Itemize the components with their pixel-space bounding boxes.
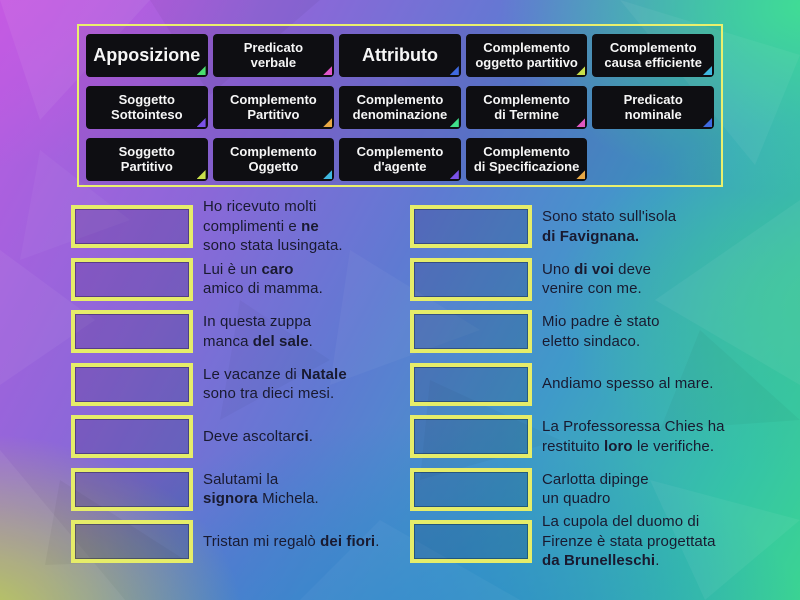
drag-corner-icon: [449, 170, 459, 179]
answer-slot[interactable]: [410, 467, 532, 511]
tile-label: Complemento oggetto partitivo: [475, 39, 578, 70]
match-row: Mio padre è stato eletto sindaco.: [410, 310, 725, 353]
tile[interactable]: Apposizione: [86, 34, 208, 77]
tile[interactable]: Soggetto Sottointeso: [86, 86, 208, 129]
tile[interactable]: Soggetto Partitivo: [86, 138, 208, 181]
match-text: Carlotta dipinge un quadro: [542, 470, 649, 508]
match-text: Le vacanze di Natale sono tra dieci mesi.: [203, 365, 347, 403]
match-row: Ho ricevuto molti complimenti e ne sono st…: [71, 198, 379, 254]
answer-slot[interactable]: [410, 310, 532, 353]
drag-corner-icon: [323, 170, 333, 179]
answer-slot[interactable]: [71, 467, 193, 511]
drag-corner-icon: [196, 118, 206, 127]
answer-slot[interactable]: [410, 520, 532, 563]
answer-slot[interactable]: [71, 362, 193, 406]
tile-label: Apposizione: [93, 45, 201, 66]
match-row: Tristan mi regalò dei fiori.: [71, 520, 379, 563]
match-text: Deve ascoltarci.: [203, 427, 314, 445]
match-text: Uno di voi deve venire con me.: [542, 260, 652, 298]
answer-slot[interactable]: [71, 257, 193, 301]
match-column-left: Ho ricevuto molti complimenti e ne sono st…: [71, 198, 379, 573]
match-text: La cupola del duomo di Firenze è stata pr…: [542, 513, 716, 570]
match-text: Andiamo spesso al mare.: [542, 375, 714, 393]
match-text: La Professoressa Chies ha restituito loro…: [542, 418, 725, 455]
drag-corner-icon: [702, 66, 712, 75]
match-text: Salutami la signora Michela.: [203, 470, 319, 508]
match-text: Ho ricevuto molti complimenti e ne sono st…: [203, 198, 343, 255]
drag-corner-icon: [196, 170, 206, 179]
answer-slot[interactable]: [71, 520, 193, 563]
match-row: Andiamo spesso al mare.: [410, 362, 725, 406]
match-row: La cupola del duomo di Firenze è stata pr…: [410, 513, 725, 569]
tile[interactable]: Complemento oggetto partitivo: [465, 34, 588, 77]
match-column-right: Sono stato sull'isola di Favignana. Uno di…: [410, 205, 725, 573]
tile[interactable]: Predicato nominale: [592, 86, 714, 129]
tile-label: Complemento denominazione: [352, 91, 448, 122]
match-row: Uno di voi deve venire con me.: [410, 257, 725, 301]
tile[interactable]: Complemento Oggetto: [212, 138, 335, 181]
tile-label: Complemento causa efficiente: [604, 39, 702, 70]
match-text: Lui è un caro amico di mamma.: [203, 260, 323, 298]
tile-label: Soggetto Partitivo: [118, 143, 175, 174]
tile-label: Predicato nominale: [623, 91, 683, 122]
answer-slot[interactable]: [71, 205, 193, 248]
drag-corner-icon: [449, 66, 459, 75]
match-row: Sono stato sull'isola di Favignana.: [410, 205, 725, 248]
match-row: La Professoressa Chies ha restituito loro…: [410, 415, 725, 458]
match-row: Salutami la signora Michela.: [71, 467, 379, 511]
tile[interactable]: Complemento denominazione: [339, 86, 461, 129]
answer-slot[interactable]: [410, 362, 532, 406]
drag-corner-icon: [576, 66, 586, 75]
answer-slot[interactable]: [410, 257, 532, 301]
match-row: Deve ascoltarci.: [71, 415, 379, 458]
tile-label: Complemento Partitivo: [230, 91, 317, 122]
tile[interactable]: Complemento di Termine: [465, 86, 588, 129]
answer-slot[interactable]: [410, 205, 532, 248]
tile[interactable]: Complemento Partitivo: [212, 86, 335, 129]
match-row: In questa zuppa manca del sale.: [71, 310, 379, 353]
drag-corner-icon: [323, 118, 333, 127]
match-text: Sono stato sull'isola di Favignana.: [542, 208, 677, 245]
tile-bank: Apposizione Predicato verbale Attributo Com…: [77, 24, 723, 187]
tile[interactable]: Complemento d'agente: [339, 138, 461, 181]
match-row: Lui è un caro amico di mamma.: [71, 257, 379, 301]
answer-slot[interactable]: [71, 415, 193, 458]
match-row: Le vacanze di Natale sono tra dieci mesi.: [71, 362, 379, 406]
tile-label: Attributo: [362, 45, 438, 66]
tile-label: Complemento di Specificazione: [473, 143, 580, 174]
tile-label: Complemento d'agente: [356, 143, 444, 174]
drag-corner-icon: [449, 118, 459, 127]
drag-corner-icon: [576, 118, 586, 127]
match-text: In questa zuppa manca del sale.: [203, 313, 313, 350]
match-row: Carlotta dipinge un quadro: [410, 467, 725, 511]
tile-label: Soggetto Sottointeso: [111, 91, 183, 122]
drag-corner-icon: [196, 66, 206, 75]
match-text: Mio padre è stato eletto sindaco.: [542, 313, 660, 350]
drag-corner-icon: [576, 170, 586, 179]
drag-corner-icon: [702, 118, 712, 127]
tile-label: Predicato verbale: [243, 39, 304, 70]
tile[interactable]: Complemento causa efficiente: [592, 34, 714, 77]
tile-label: Complemento di Termine: [483, 91, 570, 122]
tile-label: Complemento Oggetto: [230, 143, 317, 174]
tile[interactable]: Attributo: [339, 34, 461, 77]
tile[interactable]: Predicato verbale: [212, 34, 335, 77]
match-text: Tristan mi regalò dei fiori.: [203, 532, 380, 550]
answer-slot[interactable]: [410, 415, 532, 458]
tile[interactable]: Complemento di Specificazione: [465, 138, 588, 181]
drag-corner-icon: [323, 66, 333, 75]
answer-slot[interactable]: [71, 310, 193, 353]
